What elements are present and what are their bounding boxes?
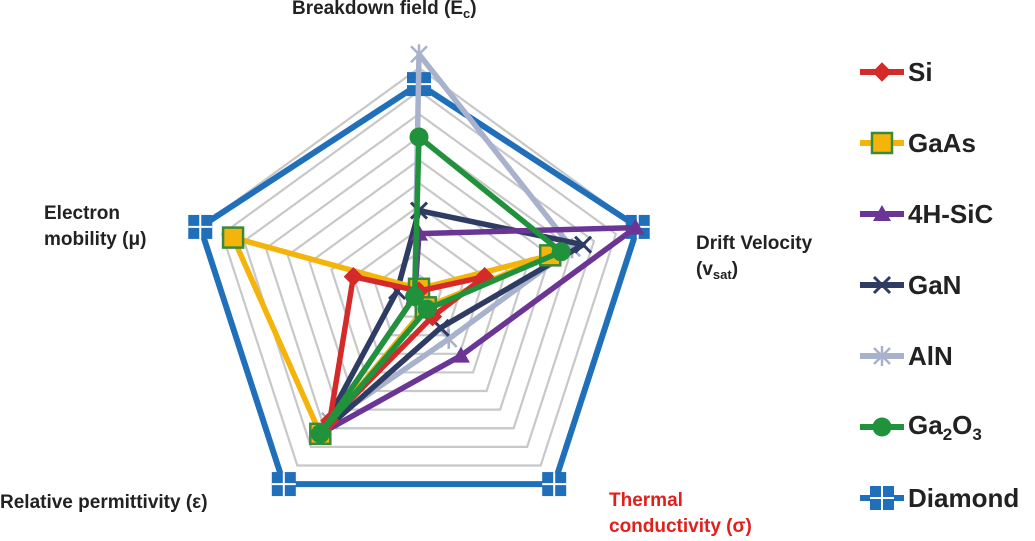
legend-label: 4H-SiC bbox=[908, 198, 994, 229]
legend-swatch bbox=[860, 346, 904, 366]
data-point-marker bbox=[410, 44, 428, 65]
data-point-marker bbox=[451, 346, 470, 363]
legend-item: GaN bbox=[858, 270, 961, 300]
axis-label-relative-permittivity: Relative permittivity (ε) bbox=[0, 492, 208, 513]
data-point-marker bbox=[573, 235, 593, 254]
axis-label-thermal-conductivity: Thermal conductivity (σ) bbox=[609, 490, 752, 537]
data-point-marker-cross bbox=[188, 214, 213, 239]
data-point-marker-cross bbox=[542, 472, 567, 497]
data-point-marker bbox=[439, 328, 458, 349]
data-point-marker-cross bbox=[271, 472, 296, 497]
series-line bbox=[197, 81, 641, 488]
grid-ring bbox=[242, 112, 596, 448]
data-point-marker bbox=[405, 287, 425, 307]
series-line bbox=[317, 134, 564, 437]
grid-ring bbox=[220, 89, 618, 467]
legend-marker-shape bbox=[873, 205, 891, 221]
legend-marker-shape bbox=[873, 346, 891, 366]
series-4h-sic bbox=[311, 218, 645, 441]
legend-swatch bbox=[860, 62, 904, 82]
data-point-marker bbox=[417, 299, 437, 319]
axis-label-drift-velocity: Drift Velocity (vsat) bbox=[696, 233, 813, 282]
legend-item: Diamond bbox=[858, 483, 1019, 513]
legend-marker bbox=[872, 62, 892, 82]
series-line bbox=[327, 273, 488, 424]
legend-marker-shape bbox=[872, 62, 892, 82]
legend-marker-shape bbox=[872, 275, 892, 295]
data-point-marker bbox=[551, 242, 571, 262]
legend-item: GaAs bbox=[858, 128, 976, 158]
legend-item: Ga2O3 bbox=[858, 409, 982, 444]
legend-label: Si bbox=[908, 56, 933, 87]
data-point-marker bbox=[221, 226, 245, 249]
data-point-marker bbox=[343, 266, 364, 287]
legend-label: AlN bbox=[908, 340, 953, 371]
legend-marker-shape-cross bbox=[870, 486, 894, 510]
legend-marker bbox=[873, 346, 891, 366]
legend-marker bbox=[870, 486, 894, 510]
legend-swatch bbox=[860, 486, 904, 510]
legend-swatch bbox=[860, 205, 904, 221]
data-point-marker bbox=[626, 218, 645, 235]
series-ga bbox=[310, 127, 571, 444]
grid-ring bbox=[352, 227, 486, 355]
grid-ring bbox=[330, 204, 508, 374]
legend-swatch bbox=[860, 417, 904, 437]
legend-marker bbox=[873, 205, 891, 221]
legend-swatch bbox=[860, 131, 904, 155]
series-gan bbox=[311, 201, 593, 443]
data-point-marker bbox=[310, 424, 330, 444]
grid-ring bbox=[286, 158, 552, 411]
legend-label: GaN bbox=[908, 269, 962, 300]
axis-label-breakdown-field: Breakdown field (Ec) bbox=[292, 0, 477, 21]
legend-marker bbox=[872, 275, 892, 295]
legend-swatch bbox=[860, 275, 904, 295]
legend-marker-shape bbox=[872, 417, 892, 437]
legend-marker bbox=[870, 131, 894, 155]
series-line bbox=[317, 207, 586, 437]
data-point-marker bbox=[409, 127, 429, 147]
legend-label: GaAs bbox=[908, 127, 976, 158]
legend-label: Diamond bbox=[908, 482, 1020, 513]
legend-item: AlN bbox=[858, 341, 953, 371]
grid-ring bbox=[308, 181, 530, 393]
legend-item: 4H-SiC bbox=[858, 199, 993, 229]
legend-marker-shape bbox=[870, 131, 894, 155]
legend-label: Ga2O3 bbox=[908, 409, 982, 444]
legend-item: Si bbox=[858, 57, 933, 87]
axis-label-electron-mobility: Electron mobility (μ) bbox=[44, 203, 147, 250]
legend-marker bbox=[872, 417, 892, 437]
